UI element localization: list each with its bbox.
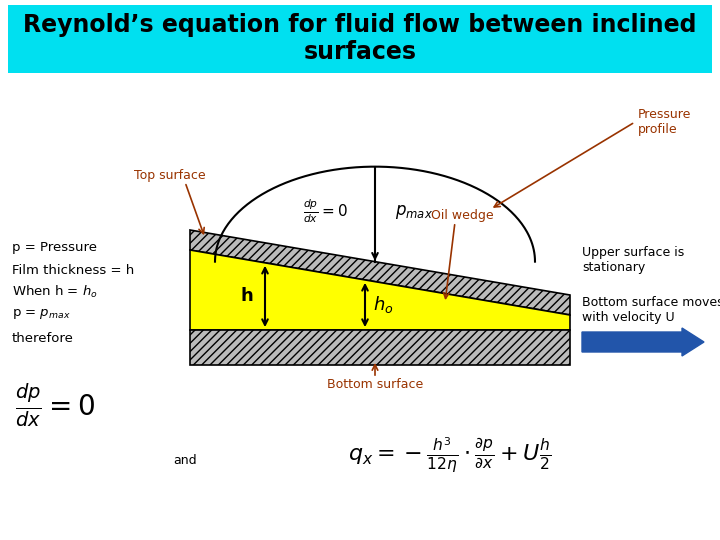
Text: Upper surface is
stationary: Upper surface is stationary bbox=[582, 246, 684, 274]
Text: surfaces: surfaces bbox=[304, 40, 416, 64]
Text: $p_{max}$: $p_{max}$ bbox=[395, 202, 433, 221]
Text: $\frac{dp}{dx}=0$: $\frac{dp}{dx}=0$ bbox=[15, 381, 95, 429]
Text: Pressure
profile: Pressure profile bbox=[638, 108, 691, 136]
Text: Bottom surface moves
with velocity U: Bottom surface moves with velocity U bbox=[582, 296, 720, 324]
Polygon shape bbox=[190, 230, 570, 315]
Text: $h_o$: $h_o$ bbox=[373, 294, 393, 315]
Text: Film thickness = h: Film thickness = h bbox=[12, 264, 134, 276]
Bar bbox=[8, 5, 712, 73]
Text: $\frac{dp}{dx}=0$: $\frac{dp}{dx}=0$ bbox=[302, 198, 348, 226]
Polygon shape bbox=[190, 250, 570, 330]
Text: Oil wedge: Oil wedge bbox=[431, 210, 493, 222]
Text: h: h bbox=[240, 287, 253, 306]
FancyArrow shape bbox=[582, 328, 704, 356]
Text: and: and bbox=[174, 454, 197, 467]
Text: Top surface: Top surface bbox=[134, 168, 206, 181]
Text: p = $p_{max}$: p = $p_{max}$ bbox=[12, 307, 71, 321]
Text: Bottom surface: Bottom surface bbox=[327, 379, 423, 392]
Text: Reynold’s equation for fluid flow between inclined: Reynold’s equation for fluid flow betwee… bbox=[23, 13, 697, 37]
Text: p = Pressure: p = Pressure bbox=[12, 241, 97, 254]
Text: therefore: therefore bbox=[12, 332, 74, 345]
Polygon shape bbox=[190, 330, 570, 365]
Text: When h = $h_o$: When h = $h_o$ bbox=[12, 284, 98, 300]
Text: $q_x = -\frac{h^3}{12\eta}\cdot\frac{\partial p}{\partial x}+U\frac{h}{2}$: $q_x = -\frac{h^3}{12\eta}\cdot\frac{\pa… bbox=[348, 435, 552, 475]
